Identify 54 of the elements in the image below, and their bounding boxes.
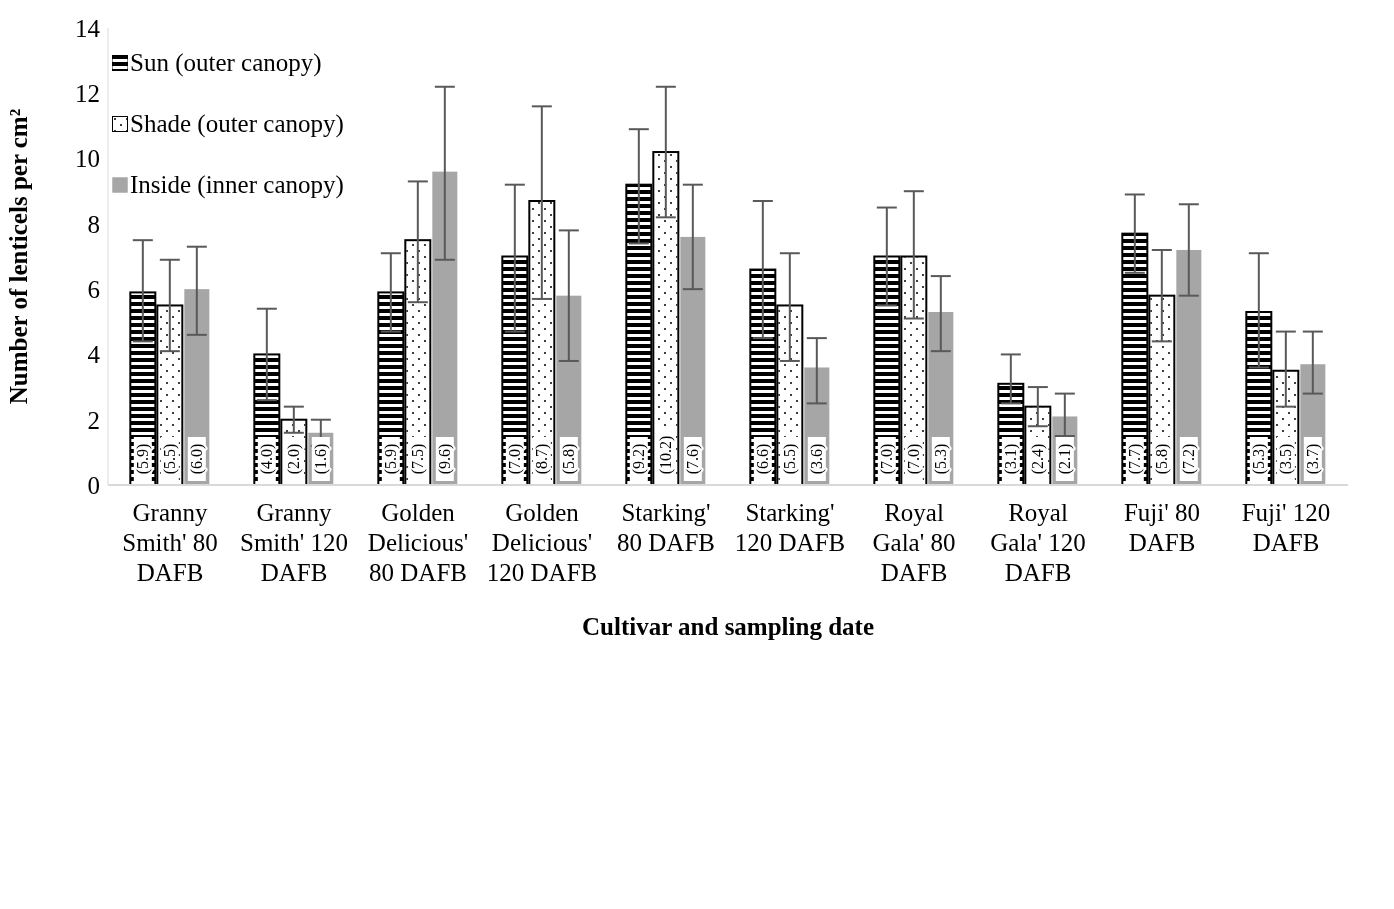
data-label: (2.4): [1029, 443, 1048, 475]
y-tick-label: 10: [75, 145, 100, 173]
data-label: (5.9): [134, 443, 153, 475]
y-tick-label: 8: [87, 210, 100, 238]
data-label: (5.5): [781, 443, 800, 475]
data-label: (5.8): [560, 443, 579, 475]
x-tick-label: Royal Gala' 80 DAFB: [872, 499, 956, 586]
data-label: (7.6): [684, 443, 703, 475]
x-tick-label: Starking' 120 DAFB: [734, 499, 846, 556]
x-tick-label: Royal Gala' 120 DAFB: [990, 499, 1086, 586]
data-label: (2.0): [285, 443, 304, 475]
data-label: (5.5): [161, 443, 180, 475]
y-tick-label: 2: [87, 406, 100, 434]
data-label: (7.2): [1180, 443, 1199, 475]
data-label: (7.5): [409, 443, 428, 475]
y-tick-label: 12: [75, 80, 100, 108]
data-label: (3.6): [808, 443, 827, 475]
data-label: (1.6): [312, 443, 331, 475]
legend-label: Sun (outer canopy): [130, 48, 322, 77]
data-label: (5.3): [1250, 443, 1269, 475]
data-label: (5.8): [1153, 443, 1172, 475]
x-tick-label: Fuji' 80 DAFB: [1123, 499, 1201, 556]
data-label: (4.0): [258, 443, 277, 475]
bar: [432, 171, 458, 485]
y-tick-label: 4: [87, 341, 101, 369]
data-label: (6.6): [754, 443, 773, 475]
data-label: (5.9): [382, 443, 401, 475]
y-tick-label: 0: [87, 471, 100, 499]
x-tick-label: Fuji' 120 DAFB: [1241, 499, 1331, 556]
x-tick-label: Granny Smith' 120 DAFB: [240, 499, 348, 586]
data-label: (10.2): [657, 435, 676, 475]
data-label: (3.7): [1304, 443, 1323, 475]
data-label: (7.0): [905, 443, 924, 475]
x-tick-label: Granny Smith' 80 DAFB: [122, 499, 218, 586]
data-label: (6.0): [188, 443, 207, 475]
y-tick-label: 14: [75, 14, 101, 42]
legend-label: Inside (inner canopy): [130, 170, 344, 199]
x-tick-label: Starking' 80 DAFB: [617, 499, 715, 556]
data-label: (9.6): [436, 443, 455, 475]
y-tick-label: 6: [87, 276, 100, 304]
y-axis-title: Number of lenticels per cm²: [4, 108, 32, 405]
data-label: (7.0): [506, 443, 525, 475]
data-label: (2.1): [1056, 443, 1075, 475]
x-tick-label: Golden Delicious' 80 DAFB: [367, 499, 469, 586]
data-label: (9.2): [630, 443, 649, 475]
x-axis-title: Cultivar and sampling date: [582, 613, 874, 640]
data-label: (3.5): [1277, 443, 1296, 475]
data-label: (5.3): [932, 443, 951, 475]
data-label: (7.0): [878, 443, 897, 475]
x-tick-label: Golden Delicious' 120 DAFB: [486, 499, 598, 586]
data-label: (3.1): [1002, 443, 1021, 475]
data-label: (8.7): [533, 443, 552, 475]
data-label: (7.7): [1126, 443, 1145, 475]
legend-label: Shade (outer canopy): [130, 109, 344, 138]
